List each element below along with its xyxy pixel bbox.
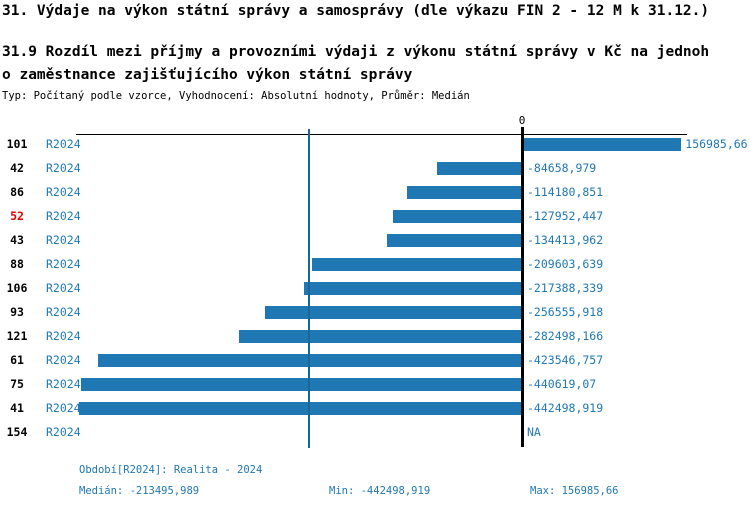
report-meta: Typ: Počítaný podle vzorce, Vyhodnocení:… [2,90,470,102]
report-subtitle-line2: o zaměstnance zajišťujícího výkon státní… [2,67,413,83]
row-id-label: 43 [10,233,24,247]
footer-min: Min: -442498,919 [329,485,431,497]
row-id-label: 121 [6,329,28,343]
row-period-label: R2024 [46,353,81,367]
row-id-label: 106 [6,281,28,295]
row-id-label: 101 [6,137,28,151]
row-id-label: 88 [10,257,24,271]
value-bar[interactable] [386,233,522,248]
value-label: NA [527,425,541,439]
row-period-label: R2024 [46,329,81,343]
value-bar[interactable] [393,209,522,224]
zero-axis-line [521,127,524,447]
value-bar[interactable] [436,161,522,176]
value-label: -217388,339 [527,281,604,295]
row-id-label: 52 [10,209,24,223]
row-id-label: 41 [10,401,24,415]
row-period-label: R2024 [46,161,81,175]
value-label: -114180,851 [527,185,604,199]
row-period-label: R2024 [46,257,81,271]
row-period-label: R2024 [46,137,81,151]
value-label: -440619,07 [527,377,597,391]
row-period-label: R2024 [46,281,81,295]
row-id-label: 42 [10,161,24,175]
row-period-label: R2024 [46,185,81,199]
value-label: -84658,979 [527,161,597,175]
value-bar[interactable] [80,377,522,392]
row-id-label: 154 [6,425,28,439]
value-bar[interactable] [523,137,681,152]
row-period-label: R2024 [46,209,81,223]
row-id-label: 86 [10,185,24,199]
row-id-label: 75 [10,377,24,391]
report-subtitle-line1: 31.9 Rozdíl mezi příjmy a provozními výd… [2,44,710,60]
value-label: 156985,66 [685,137,748,151]
value-bar[interactable] [303,281,522,296]
footer-max: Max: 156985,66 [530,485,619,497]
zero-tick-label: 0 [518,114,526,127]
value-label: -423546,757 [527,353,604,367]
row-id-label: 93 [10,305,24,319]
footer-median: Medián: -213495,989 [79,485,200,497]
report-title: 31. Výdaje na výkon státní správy a samo… [2,3,710,19]
row-period-label: R2024 [46,401,81,415]
value-label: -442498,919 [527,401,604,415]
value-bar[interactable] [264,305,522,320]
value-label: -127952,447 [527,209,604,223]
row-period-label: R2024 [46,305,81,319]
value-label: -134413,962 [527,233,604,247]
value-bar[interactable] [238,329,522,344]
value-bar[interactable] [407,185,522,200]
value-label: -256555,918 [527,305,604,319]
value-label: -209603,639 [527,257,604,271]
median-line [308,129,310,448]
value-bar[interactable] [311,257,522,272]
value-label: -282498,166 [527,329,604,343]
top-axis-line [76,133,687,136]
row-period-label: R2024 [46,425,81,439]
value-bar[interactable] [78,401,522,416]
footer-period: Období[R2024]: Realita - 2024 [79,464,263,476]
row-id-label: 61 [10,353,24,367]
row-period-label: R2024 [46,377,81,391]
row-period-label: R2024 [46,233,81,247]
